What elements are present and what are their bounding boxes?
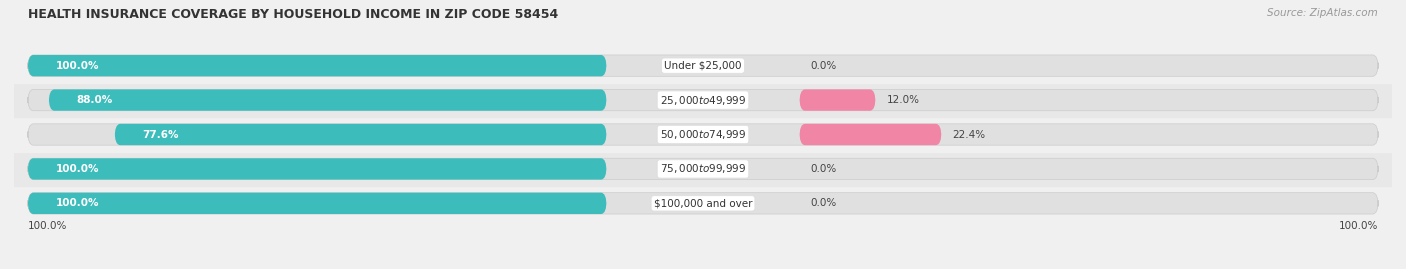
FancyBboxPatch shape	[28, 124, 1378, 145]
FancyBboxPatch shape	[28, 193, 606, 214]
Text: $25,000 to $49,999: $25,000 to $49,999	[659, 94, 747, 107]
FancyBboxPatch shape	[28, 55, 1378, 76]
Text: 12.0%: 12.0%	[887, 95, 920, 105]
Bar	[14, 117, 1392, 152]
Text: 22.4%: 22.4%	[952, 129, 986, 140]
FancyBboxPatch shape	[28, 89, 1378, 111]
Text: 88.0%: 88.0%	[76, 95, 112, 105]
Text: 0.0%: 0.0%	[810, 164, 837, 174]
Bar	[14, 48, 1392, 83]
Text: 100.0%: 100.0%	[1339, 221, 1378, 231]
FancyBboxPatch shape	[115, 124, 606, 145]
Text: $75,000 to $99,999: $75,000 to $99,999	[659, 162, 747, 175]
Text: 100.0%: 100.0%	[55, 61, 98, 71]
Bar	[14, 152, 1392, 186]
FancyBboxPatch shape	[49, 89, 606, 111]
Text: 0.0%: 0.0%	[810, 198, 837, 208]
FancyBboxPatch shape	[28, 55, 606, 76]
Text: Source: ZipAtlas.com: Source: ZipAtlas.com	[1267, 8, 1378, 18]
Text: 77.6%: 77.6%	[142, 129, 179, 140]
FancyBboxPatch shape	[28, 193, 1378, 214]
Text: $100,000 and over: $100,000 and over	[654, 198, 752, 208]
Bar	[14, 186, 1392, 221]
Bar	[14, 83, 1392, 117]
Text: HEALTH INSURANCE COVERAGE BY HOUSEHOLD INCOME IN ZIP CODE 58454: HEALTH INSURANCE COVERAGE BY HOUSEHOLD I…	[28, 8, 558, 21]
Text: 100.0%: 100.0%	[28, 221, 67, 231]
FancyBboxPatch shape	[28, 158, 1378, 180]
Text: $50,000 to $74,999: $50,000 to $74,999	[659, 128, 747, 141]
Text: 100.0%: 100.0%	[55, 198, 98, 208]
FancyBboxPatch shape	[800, 124, 942, 145]
FancyBboxPatch shape	[28, 158, 606, 180]
Text: 0.0%: 0.0%	[810, 61, 837, 71]
Text: 100.0%: 100.0%	[55, 164, 98, 174]
Text: Under $25,000: Under $25,000	[664, 61, 742, 71]
FancyBboxPatch shape	[800, 89, 876, 111]
